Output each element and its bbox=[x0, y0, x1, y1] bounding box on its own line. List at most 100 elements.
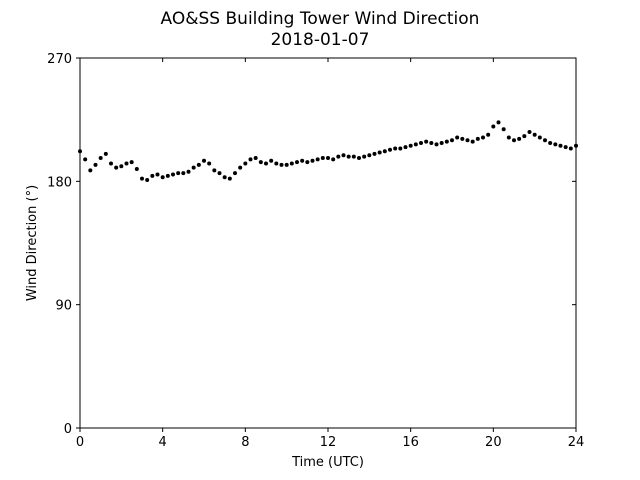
data-point bbox=[243, 161, 248, 166]
data-point bbox=[150, 173, 155, 178]
data-point bbox=[196, 162, 201, 167]
x-tick-label: 12 bbox=[320, 435, 337, 450]
data-point bbox=[450, 138, 454, 143]
data-point bbox=[548, 140, 553, 145]
y-tick-label: 0 bbox=[64, 422, 72, 437]
data-point bbox=[496, 120, 501, 125]
data-point bbox=[470, 139, 475, 144]
data-point bbox=[455, 135, 460, 140]
data-point bbox=[93, 162, 98, 167]
data-point bbox=[160, 175, 165, 180]
axis-ticks: 0 4 8 12 16 20 24 0 90 180 270 bbox=[47, 52, 584, 450]
data-point bbox=[522, 134, 527, 139]
data-point bbox=[506, 135, 511, 140]
data-point bbox=[284, 162, 289, 167]
y-tick-label: 180 bbox=[47, 175, 72, 190]
data-point bbox=[537, 135, 542, 140]
data-point bbox=[408, 143, 413, 148]
data-point bbox=[233, 171, 237, 176]
data-point bbox=[124, 161, 129, 166]
data-point bbox=[388, 147, 392, 152]
data-point bbox=[382, 149, 387, 154]
data-point bbox=[377, 150, 382, 155]
data-point bbox=[186, 169, 191, 174]
data-point bbox=[300, 158, 305, 163]
x-tick-label: 24 bbox=[568, 435, 585, 450]
data-point bbox=[181, 171, 186, 176]
data-point bbox=[129, 160, 134, 165]
data-point bbox=[357, 156, 361, 161]
data-point bbox=[109, 161, 113, 166]
data-point bbox=[119, 164, 124, 169]
plot-frame bbox=[79, 57, 577, 429]
data-point bbox=[202, 158, 206, 163]
data-point bbox=[134, 167, 139, 171]
data-point bbox=[460, 136, 465, 141]
data-point bbox=[98, 156, 103, 161]
data-point bbox=[558, 143, 563, 148]
data-point bbox=[331, 157, 336, 162]
data-point bbox=[140, 176, 144, 181]
data-point bbox=[103, 151, 108, 156]
data-point bbox=[517, 136, 522, 141]
data-point bbox=[83, 157, 88, 162]
data-point bbox=[176, 171, 181, 176]
chart-subtitle: 2018-01-07 bbox=[271, 30, 370, 50]
data-point bbox=[191, 165, 196, 170]
data-point bbox=[424, 139, 429, 144]
data-point bbox=[238, 165, 243, 170]
data-point bbox=[248, 157, 253, 162]
data-point bbox=[274, 161, 279, 166]
data-point bbox=[258, 160, 263, 165]
data-point bbox=[372, 151, 377, 156]
data-point bbox=[253, 156, 258, 161]
data-point bbox=[310, 158, 315, 163]
data-point bbox=[264, 161, 268, 166]
data-point bbox=[222, 175, 227, 180]
data-point bbox=[155, 172, 160, 177]
data-point bbox=[403, 145, 408, 150]
data-point bbox=[320, 156, 325, 161]
data-points bbox=[78, 120, 578, 182]
data-point bbox=[439, 140, 444, 145]
data-point bbox=[486, 132, 491, 137]
x-axis-label: Time (UTC) bbox=[291, 455, 364, 470]
data-point bbox=[553, 142, 558, 147]
data-point bbox=[527, 130, 532, 134]
data-point bbox=[165, 173, 170, 178]
x-tick-label: 20 bbox=[485, 435, 502, 450]
data-point bbox=[305, 160, 310, 165]
data-point bbox=[295, 160, 299, 165]
data-point bbox=[114, 165, 119, 170]
data-point bbox=[413, 142, 418, 147]
data-point bbox=[419, 140, 423, 145]
data-point bbox=[475, 136, 480, 141]
data-point bbox=[501, 127, 506, 132]
data-point bbox=[532, 132, 537, 137]
data-point bbox=[171, 172, 175, 177]
data-point bbox=[429, 140, 434, 145]
data-point bbox=[88, 168, 93, 173]
data-point bbox=[326, 156, 330, 161]
data-point bbox=[341, 153, 346, 158]
data-point bbox=[444, 139, 449, 144]
y-tick-label: 90 bbox=[55, 299, 72, 314]
data-point bbox=[362, 154, 367, 159]
data-point bbox=[346, 154, 351, 159]
data-point bbox=[393, 146, 398, 151]
data-point bbox=[512, 138, 516, 143]
data-point bbox=[351, 154, 356, 159]
data-point bbox=[207, 161, 212, 166]
data-point bbox=[465, 138, 470, 143]
data-point bbox=[481, 135, 485, 140]
data-point bbox=[217, 171, 222, 176]
y-axis-label: Wind Direction (°) bbox=[25, 185, 40, 301]
x-tick-label: 4 bbox=[159, 435, 167, 450]
x-tick-label: 0 bbox=[76, 435, 84, 450]
data-point bbox=[315, 157, 320, 162]
data-point bbox=[269, 158, 274, 163]
data-point bbox=[434, 142, 439, 147]
data-point bbox=[145, 177, 150, 182]
